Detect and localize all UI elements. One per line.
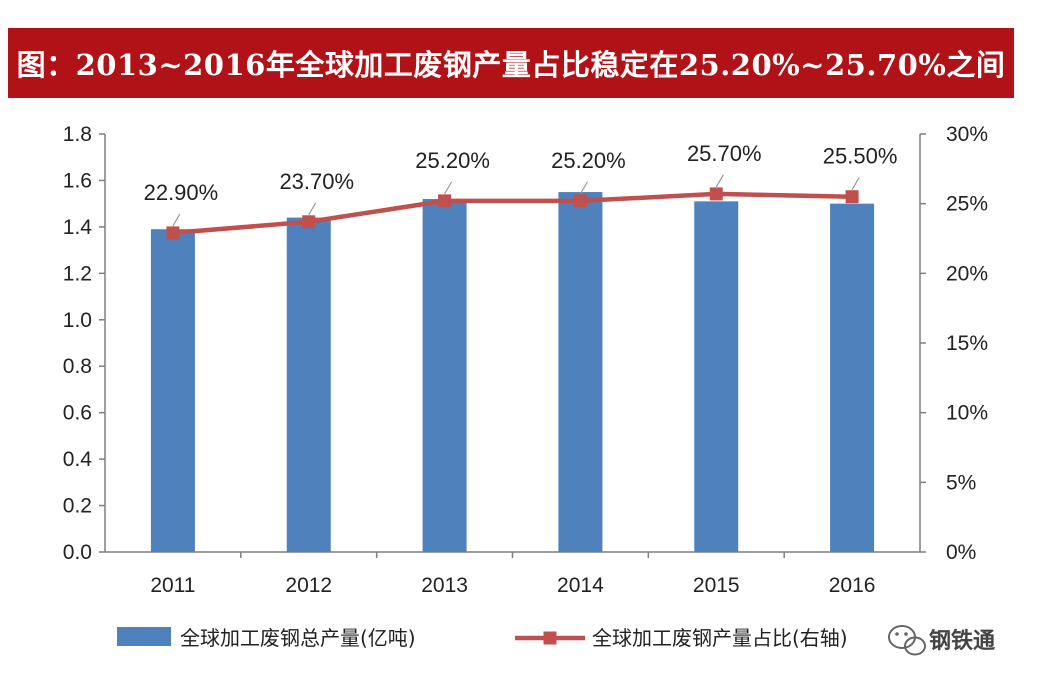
y-left-tick-label: 0.2 bbox=[63, 495, 92, 518]
x-tick-label: 2011 bbox=[150, 574, 195, 597]
y-right-tick-label: 20% bbox=[946, 262, 988, 285]
bar bbox=[286, 217, 331, 552]
y-right-tick-label: 25% bbox=[946, 193, 988, 216]
legend-label-bar: 全球加工废钢总产量(亿吨) bbox=[180, 626, 416, 650]
line-marker bbox=[573, 194, 587, 208]
bar bbox=[830, 203, 875, 552]
legend-swatch-bar bbox=[117, 627, 171, 646]
y-right-tick-label: 10% bbox=[946, 402, 988, 425]
data-label-leader bbox=[715, 174, 724, 188]
bar bbox=[694, 201, 739, 552]
data-label-leader bbox=[851, 177, 860, 191]
x-tick-label: 2012 bbox=[285, 574, 332, 597]
y-right-tick-label: 5% bbox=[946, 471, 976, 494]
y-left-tick-label: 0.0 bbox=[63, 541, 92, 564]
data-label: 22.90% bbox=[144, 180, 219, 205]
legend-label-line: 全球加工废钢产量占比(右轴) bbox=[592, 626, 848, 650]
y-left-tick-label: 0.8 bbox=[63, 355, 92, 378]
chart-title: 图：2013~2016年全球加工废钢产量占比稳定在25.20%~25.70%之间 bbox=[16, 48, 1006, 82]
title-bar: 图：2013~2016年全球加工废钢产量占比稳定在25.20%~25.70%之间 bbox=[8, 28, 1014, 98]
y-right-tick-label: 0% bbox=[946, 541, 976, 564]
y-right-tick-label: 15% bbox=[946, 332, 988, 355]
legend: 全球加工废钢总产量(亿吨) 全球加工废钢产量占比(右轴) bbox=[117, 626, 848, 650]
data-label: 25.70% bbox=[687, 141, 762, 166]
bar bbox=[150, 229, 195, 552]
line-marker bbox=[845, 190, 859, 204]
data-label-leader bbox=[579, 181, 588, 195]
line-marker bbox=[438, 194, 452, 208]
x-tick-label: 2016 bbox=[829, 574, 876, 597]
data-label-leader bbox=[444, 181, 453, 195]
bar bbox=[558, 192, 603, 553]
data-label-leader bbox=[308, 202, 317, 216]
data-label: 23.70% bbox=[279, 169, 354, 194]
data-label: 25.50% bbox=[823, 144, 898, 169]
bar-series bbox=[150, 192, 875, 553]
data-label: 25.20% bbox=[551, 148, 626, 173]
x-tick-label: 2014 bbox=[557, 574, 604, 597]
line-marker bbox=[166, 226, 180, 240]
bar bbox=[422, 199, 467, 552]
line-series bbox=[166, 187, 859, 240]
data-label-leader bbox=[172, 213, 181, 227]
y-left-tick-label: 1.8 bbox=[63, 123, 92, 146]
y-right-tick-label: 30% bbox=[946, 123, 988, 146]
wechat-icon bbox=[888, 625, 926, 656]
y-left-tick-label: 1.0 bbox=[63, 309, 92, 332]
axes: 0.0 0.2 0.4 0.6 0.8 1.0 1.2 1.4 1.6 1.8 0% 5% 10% 15%… bbox=[63, 123, 988, 597]
line-marker bbox=[709, 187, 723, 201]
legend-swatch-marker bbox=[543, 631, 557, 645]
x-tick-label: 2015 bbox=[693, 574, 740, 597]
y-left-tick-label: 1.6 bbox=[63, 169, 92, 192]
data-labels: 22.90% 23.70% 25.20% 25.20% 25.70% 25.50% bbox=[144, 141, 898, 227]
y-left-tick-label: 1.4 bbox=[63, 216, 93, 239]
data-label: 25.20% bbox=[415, 148, 490, 173]
line-marker bbox=[302, 215, 316, 229]
y-left-tick-label: 1.2 bbox=[63, 262, 92, 285]
y-left-tick-label: 0.6 bbox=[63, 402, 92, 425]
y-left-tick-label: 0.4 bbox=[63, 448, 93, 471]
watermark-text: 钢铁通 bbox=[929, 628, 995, 654]
x-tick-label: 2013 bbox=[421, 574, 468, 597]
series-line bbox=[172, 191, 853, 236]
watermark: 钢铁通 bbox=[888, 625, 995, 656]
